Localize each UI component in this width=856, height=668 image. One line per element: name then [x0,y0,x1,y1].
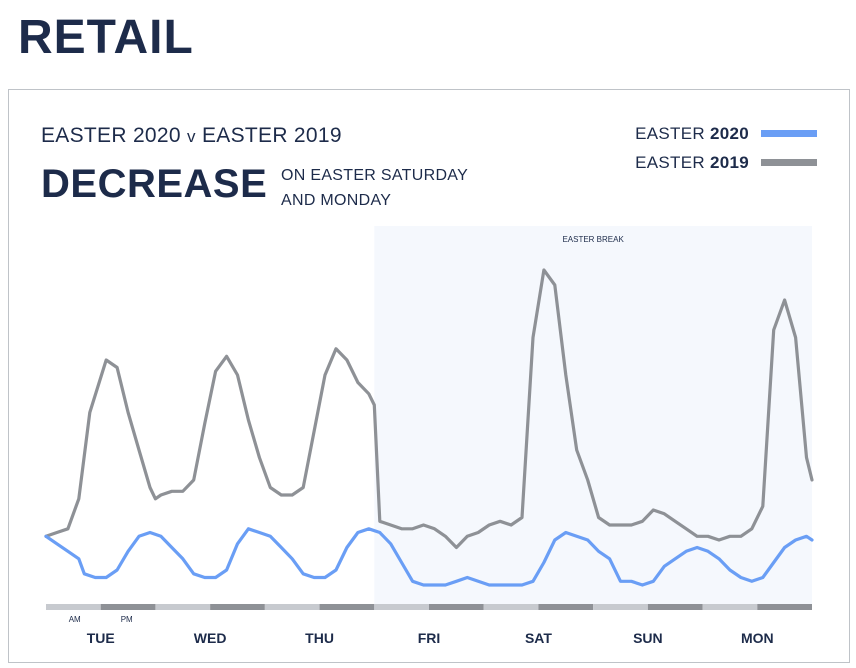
legend-label-2020: EASTER [635,123,705,143]
headline-note: ON EASTER SATURDAY AND MONDAY [281,163,501,213]
am-segment [593,604,648,610]
pm-segment [647,604,703,610]
x-tick-label: THU [305,630,334,646]
subtitle-year-2019: EASTER 2019 [201,124,342,147]
headline-note-line1: ON EASTER SATURDAY [281,167,469,184]
series-line-2020 [44,527,814,587]
x-tick-label: FRI [418,630,441,646]
legend-year-2020: 2020 [709,123,749,143]
legend-swatch-2020 [761,130,817,137]
pm-segment [210,604,265,610]
page-title: RETAIL [18,11,194,64]
line-chart: EASTER BREAK TUE WED THU FRI SAT SUN MON AM PM [44,226,814,646]
am-segment [702,604,758,610]
x-tick-label: MON [741,630,774,646]
pm-segment [100,604,156,610]
pm-segment [429,604,484,610]
headline-note-line2: AND MONDAY [281,192,392,209]
x-tick-label: WED [194,630,227,646]
x-tick-label: SAT [525,630,552,646]
am-segment [374,604,429,610]
am-segment [483,604,539,610]
subtitle-year-2020: EASTER 2020 [41,124,181,147]
legend-item-2019: EASTER 2019 [635,148,817,177]
am-segment [155,604,211,610]
x-tick-label: SUN [633,630,663,646]
am-segment [46,604,101,610]
series-line-2019 [44,268,814,550]
am-segment [264,604,320,610]
pm-segment [757,604,812,610]
am-label: AM [69,615,81,624]
easter-break-label: EASTER BREAK [562,235,624,244]
legend: EASTER 2020 EASTER 2019 [635,119,817,177]
chart-card: EASTER 2020 v EASTER 2019 DECREASE ON EA… [8,89,850,663]
legend-label-2019: EASTER [635,152,705,172]
legend-item-2020: EASTER 2020 [635,119,817,148]
x-tick-label: TUE [87,630,115,646]
subtitle-versus: v [187,127,196,146]
easter-break-region [374,226,812,606]
legend-year-2019: 2019 [709,152,749,172]
pm-label: PM [121,615,133,624]
pm-segment [319,604,375,610]
legend-swatch-2019 [761,159,817,166]
pm-segment [538,604,594,610]
headline: DECREASE [41,162,268,206]
chart-subtitle: EASTER 2020 v EASTER 2019 [41,124,342,148]
